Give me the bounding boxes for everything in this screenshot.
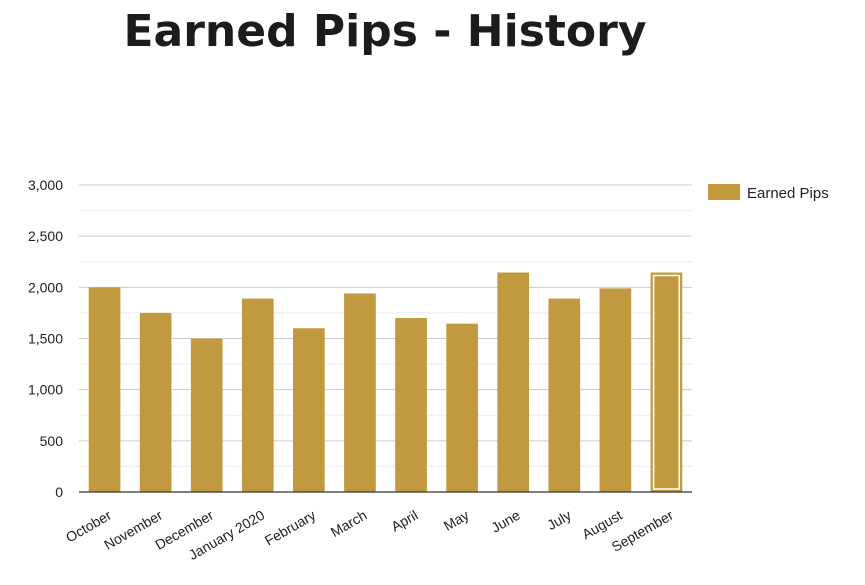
y-tick-label: 2,000 bbox=[28, 279, 63, 295]
y-axis: 0 500 1,000 1,500 2,000 2,500 3,000 bbox=[28, 177, 63, 500]
bar-september[interactable] bbox=[650, 272, 683, 492]
y-tick-label: 3,000 bbox=[28, 177, 63, 193]
page-title: Earned Pips - History bbox=[123, 6, 647, 57]
bar-february[interactable] bbox=[293, 328, 325, 492]
y-tick-label: 500 bbox=[40, 433, 64, 449]
legend-swatch bbox=[708, 184, 740, 200]
x-tick-label: May bbox=[441, 507, 472, 534]
x-tick-label: July bbox=[544, 507, 574, 533]
bar-january-2020[interactable] bbox=[241, 298, 274, 492]
chart-bars bbox=[88, 272, 683, 493]
x-tick-label: June bbox=[488, 507, 522, 536]
y-tick-label: 1,500 bbox=[28, 331, 63, 347]
chart-gridlines bbox=[79, 184, 692, 467]
bar-august[interactable] bbox=[599, 288, 632, 492]
y-tick-label: 1,000 bbox=[28, 382, 63, 398]
bar-highlight-outline bbox=[652, 274, 681, 490]
bar-july[interactable] bbox=[548, 298, 581, 492]
x-tick-label: April bbox=[388, 507, 420, 535]
y-tick-label: 2,500 bbox=[28, 228, 63, 244]
x-tick-label: March bbox=[328, 507, 370, 540]
legend-label: Earned Pips bbox=[747, 185, 829, 202]
bar-march[interactable] bbox=[344, 293, 376, 492]
bar-november[interactable] bbox=[139, 312, 172, 492]
bar-may[interactable] bbox=[446, 323, 478, 492]
chart-legend: Earned Pips bbox=[708, 184, 829, 202]
bar-june[interactable] bbox=[497, 272, 530, 492]
bar-october[interactable] bbox=[88, 287, 121, 492]
bar-april[interactable] bbox=[395, 318, 427, 492]
y-tick-label: 0 bbox=[55, 484, 63, 500]
x-tick-label: February bbox=[262, 507, 319, 549]
bar-december[interactable] bbox=[190, 338, 223, 493]
